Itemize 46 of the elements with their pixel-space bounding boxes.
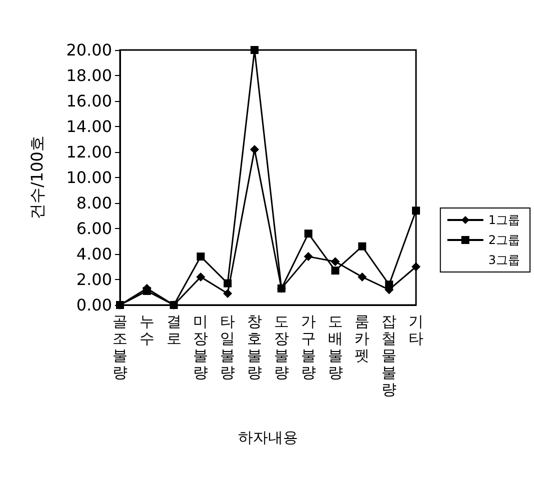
point [277, 284, 286, 292]
y-tick-label: 18.00 [66, 66, 112, 85]
point [331, 266, 340, 275]
x-tick-label: 가구불량 [300, 312, 316, 382]
x-tick-label: 도장불량 [274, 312, 289, 382]
point [224, 279, 232, 288]
text: 3그룹 [488, 253, 520, 267]
point [304, 230, 312, 238]
point [196, 272, 206, 282]
y-tick-label: 8.00 [76, 194, 112, 212]
point [142, 286, 151, 295]
x-tick-label: 골조불량 [112, 312, 128, 382]
y-tick-label: 6.00 [76, 219, 112, 238]
legend-label: 2그룹 [488, 233, 520, 247]
point [250, 144, 260, 154]
x-axis-title: 하자내용 [238, 428, 298, 446]
y-tick-label: 12.00 [66, 142, 112, 162]
x-tick-label: 잡철물불량 [382, 312, 397, 398]
x-tick-label: 창호불량 [247, 312, 262, 382]
x-tick-label: 기타 [408, 312, 424, 348]
point [170, 301, 178, 309]
point [250, 46, 259, 54]
point [412, 262, 420, 272]
x-tick-label: 도배불량 [328, 312, 343, 382]
y-tick-label: 4.00 [76, 244, 112, 264]
x-tick-label: 결로 [166, 312, 182, 348]
point [412, 206, 420, 215]
point [385, 280, 394, 289]
y-tick-label: 14.00 [66, 117, 112, 136]
x-tick-label: 누수 [139, 312, 154, 348]
point [358, 242, 366, 250]
legend-label: 1그룹 [488, 213, 520, 227]
point [358, 272, 367, 282]
point [330, 257, 340, 266]
y-tick-label: 10.00 [66, 168, 112, 187]
y-axis-title: 건수/100호 [28, 136, 46, 220]
x-tick-label: 미장불량 [193, 312, 208, 382]
point [196, 252, 205, 261]
y-tick-label: 20.00 [66, 40, 112, 60]
y-tick-label: 16.00 [66, 92, 112, 110]
y-tick-label: 2.00 [76, 270, 112, 289]
point [304, 252, 313, 262]
x-tick-label: 타일불량 [220, 312, 236, 382]
x-tick-label: 룸카펫 [354, 312, 370, 364]
y-tick-label: 0.00 [76, 296, 112, 314]
point [223, 289, 232, 298]
